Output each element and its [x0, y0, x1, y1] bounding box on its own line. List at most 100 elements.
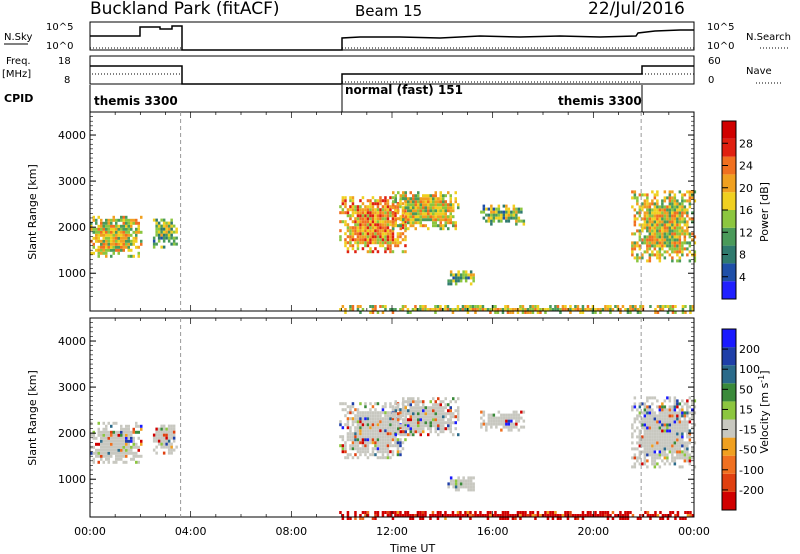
echo-cell: [686, 226, 689, 230]
echo-cell: [384, 429, 387, 433]
echo-cell: [135, 424, 138, 428]
echo-cell: [678, 232, 682, 236]
echo-cell: [100, 242, 103, 246]
echo-cell: [371, 196, 375, 200]
echo-cell: [449, 409, 452, 413]
echo-cell: [629, 511, 632, 514]
echo-cell: [371, 414, 375, 418]
echo-cell: [653, 196, 657, 200]
echo-cell: [551, 511, 555, 514]
echo-cell: [643, 450, 647, 454]
echo-cell: [434, 403, 437, 407]
echo-cell: [641, 402, 644, 406]
echo-cell: [95, 436, 98, 440]
echo-cell: [638, 211, 642, 215]
date-label: 22/Jul/2016: [588, 0, 685, 19]
echo-cell: [100, 230, 103, 234]
echo-cell: [409, 218, 412, 222]
echo-cell: [691, 447, 694, 451]
echo-cell: [381, 405, 385, 409]
echo-cell: [130, 221, 133, 225]
echo-cell: [397, 421, 400, 425]
echo-cell: [407, 209, 410, 213]
nave-tick-top: 60: [708, 56, 721, 67]
y-tick-label: 1000: [58, 473, 86, 486]
echo-cell: [480, 425, 483, 429]
echo-cell: [399, 197, 402, 201]
echo-cell: [371, 517, 375, 520]
echo-cell: [653, 429, 657, 433]
echo-cell: [459, 308, 462, 311]
echo-cell: [449, 412, 452, 416]
echo-cell: [427, 427, 430, 431]
echo-cell: [691, 417, 694, 421]
colorbar-tick-label: 4: [739, 271, 746, 284]
echo-cell: [639, 305, 642, 308]
echo-cell: [160, 236, 163, 240]
echo-cell: [437, 406, 440, 410]
echo-cell: [683, 453, 687, 457]
echo-cell: [457, 279, 460, 283]
echo-cell: [427, 433, 430, 437]
echo-cell: [414, 221, 417, 225]
echo-cell: [681, 420, 684, 424]
echo-cell: [648, 229, 652, 233]
echo-cell: [546, 514, 550, 517]
echo-cell: [636, 517, 640, 520]
echo-cell: [444, 203, 447, 207]
echo-cell: [638, 414, 642, 418]
echo-cell: [416, 511, 420, 514]
echo-cell: [566, 511, 570, 514]
echo-cell: [170, 424, 173, 428]
echo-cell: [386, 235, 390, 239]
echo-cell: [422, 203, 425, 207]
echo-cell: [656, 456, 659, 460]
echo-cell: [407, 397, 410, 401]
echo-cell: [356, 308, 360, 311]
echo-cell: [379, 199, 382, 203]
echo-cell: [504, 511, 507, 514]
echo-cell: [364, 232, 367, 236]
echo-cell: [351, 456, 355, 460]
echo-cell: [654, 308, 657, 311]
echo-cell: [526, 308, 530, 311]
echo-cell: [417, 400, 420, 404]
echo-cell: [431, 511, 435, 514]
echo-cell: [165, 433, 168, 437]
echo-cell: [546, 308, 550, 311]
echo-cell: [112, 242, 115, 246]
echo-cell: [165, 230, 168, 234]
echo-cell: [659, 308, 662, 311]
echo-cell: [366, 411, 370, 415]
echo-cell: [432, 412, 435, 416]
echo-cell: [412, 215, 415, 219]
echo-cell: [449, 194, 452, 198]
echo-cell: [688, 435, 692, 439]
echo-cell: [437, 218, 440, 222]
echo-cell: [457, 482, 460, 486]
echo-cell: [374, 308, 377, 311]
echo-cell: [671, 199, 674, 203]
echo-cell: [661, 214, 664, 218]
echo-cell: [666, 414, 669, 418]
echo-cell: [95, 451, 98, 455]
echo-cell: [653, 396, 657, 400]
echo-cell: [515, 207, 518, 211]
echo-cell: [122, 236, 125, 240]
echo-cell: [115, 239, 118, 243]
echo-cell: [170, 242, 173, 246]
echo-cell: [349, 408, 352, 412]
echo-cell: [673, 438, 677, 442]
echo-cell: [152, 439, 156, 443]
echo-cell: [366, 235, 370, 239]
echo-cell: [115, 218, 118, 222]
echo-cell: [165, 227, 168, 231]
echo-cell: [384, 456, 387, 460]
echo-cell: [371, 405, 375, 409]
echo-cell: [653, 462, 657, 466]
echo-cell: [102, 439, 105, 443]
echo-cell: [366, 435, 370, 439]
echo-cell: [127, 218, 130, 222]
echo-cell: [92, 460, 95, 464]
echo-cell: [653, 441, 657, 445]
